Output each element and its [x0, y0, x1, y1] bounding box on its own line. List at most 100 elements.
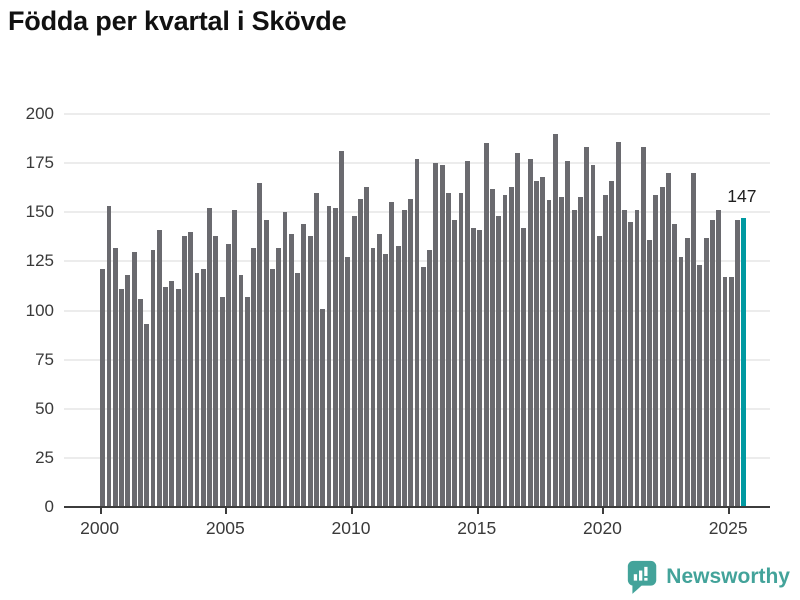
bar [182, 235, 187, 507]
bar [200, 269, 206, 507]
bar [100, 269, 106, 507]
bar [446, 192, 451, 507]
y-tick-label-50: 50 [35, 398, 54, 418]
bar [735, 220, 741, 507]
x-tick-label-2010: 2010 [331, 518, 371, 538]
bar [307, 235, 313, 507]
bar [150, 249, 156, 507]
x-tick-label-2020: 2020 [582, 518, 622, 538]
bar [326, 206, 332, 507]
bar [590, 165, 596, 507]
x-tick-2005 [225, 507, 228, 514]
bar [131, 251, 137, 507]
bar [521, 227, 527, 507]
bar [408, 198, 414, 507]
x-axis-line [64, 506, 770, 508]
bar [659, 186, 665, 507]
bar [653, 194, 659, 507]
y-tick-label-25: 25 [35, 447, 54, 467]
x-tick-2020 [602, 507, 605, 514]
bar [169, 281, 175, 507]
x-tick-label-2025: 2025 [708, 518, 748, 538]
bar [578, 196, 583, 507]
bar [628, 222, 634, 507]
bar [546, 200, 552, 507]
bar [684, 237, 690, 507]
bar [163, 286, 169, 507]
bar [672, 224, 678, 507]
bar [571, 210, 577, 507]
bar-highlighted [741, 218, 747, 507]
bar [565, 161, 571, 507]
bar [320, 308, 326, 507]
y-tick-label-100: 100 [25, 300, 54, 320]
bar [697, 265, 703, 507]
bar [207, 208, 213, 507]
bar [270, 269, 275, 507]
bar [603, 194, 609, 507]
plot-area: 147 2000 2005 2010 2015 2020 2025 [64, 113, 770, 538]
y-tick-label-125: 125 [25, 251, 54, 271]
bar [282, 212, 288, 507]
bar [508, 186, 514, 507]
highlight-value-label: 147 [727, 186, 757, 207]
bar [540, 176, 546, 507]
bar [439, 165, 445, 507]
bar [238, 275, 244, 507]
newsworthy-bubble-chart-icon [628, 560, 657, 594]
x-tick-label-2015: 2015 [457, 518, 497, 538]
bar [288, 233, 294, 507]
x-tick-2025 [728, 507, 731, 514]
bar [175, 288, 181, 507]
x-tick-2015 [476, 507, 479, 514]
bar [125, 275, 131, 507]
bar [452, 220, 458, 507]
bar [527, 159, 533, 507]
bar [112, 247, 118, 507]
bar [728, 277, 734, 507]
bar [483, 143, 489, 507]
bar [395, 245, 401, 507]
bar [244, 296, 250, 507]
bar [640, 147, 646, 507]
bar [596, 235, 602, 507]
chart-title: Födda per kvartal i Skövde [8, 6, 347, 36]
bar [703, 237, 709, 507]
bar [477, 229, 483, 507]
bar [647, 239, 653, 507]
bar [358, 198, 363, 507]
bar [471, 227, 477, 507]
bar [496, 216, 502, 507]
x-tick-2010 [351, 507, 354, 514]
bar [615, 141, 621, 507]
bar [420, 267, 426, 507]
bar [710, 220, 715, 507]
bar [464, 161, 470, 507]
bar [402, 210, 407, 507]
bar [144, 324, 150, 507]
bar [251, 247, 257, 507]
bar [515, 153, 521, 507]
y-tick-label-150: 150 [25, 202, 54, 222]
bar [389, 202, 395, 507]
x-tick-2000 [99, 507, 102, 514]
newsworthy-wordmark: Newsworthy [666, 564, 790, 588]
bar [691, 172, 697, 507]
bar [106, 206, 112, 507]
bar [433, 163, 439, 507]
bar [722, 277, 728, 507]
y-tick-label-0: 0 [44, 497, 54, 516]
bar [678, 257, 684, 507]
gridline-y-200 [64, 113, 770, 115]
bar [138, 298, 143, 507]
bar [314, 192, 319, 507]
bar [232, 210, 238, 507]
bar [534, 180, 539, 507]
bar [263, 220, 269, 507]
bar [332, 208, 338, 507]
bar [383, 253, 389, 507]
x-tick-label-2000: 2000 [80, 518, 120, 538]
bar [219, 296, 225, 507]
bar [295, 273, 301, 507]
